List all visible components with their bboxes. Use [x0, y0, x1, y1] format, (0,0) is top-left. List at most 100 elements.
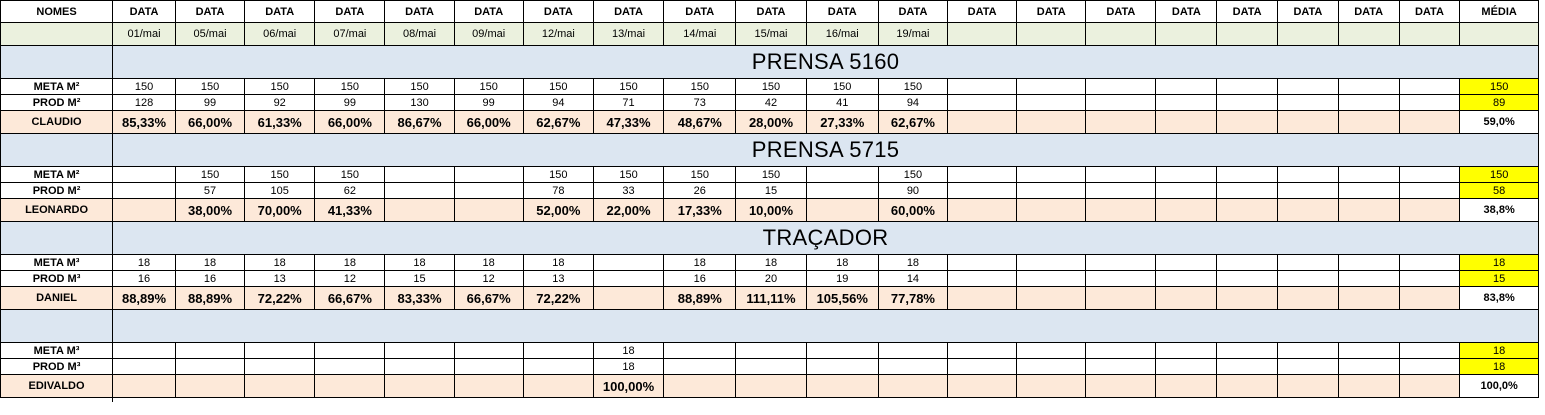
date-header-cell[interactable]: DATA [947, 0, 1018, 23]
date-header-cell[interactable]: DATA [244, 0, 316, 23]
date-header-cell[interactable]: DATA [112, 0, 176, 23]
prod-cell[interactable]: 33 [592, 182, 665, 199]
percent-cell[interactable]: 72,22% [522, 286, 594, 310]
date-cell[interactable]: 08/mai [384, 22, 455, 46]
meta-cell[interactable]: 150 [174, 166, 246, 183]
date-cell[interactable] [1085, 22, 1157, 46]
percent-cell[interactable]: 77,78% [877, 286, 949, 310]
percent-cell[interactable] [314, 374, 386, 398]
meta-cell[interactable] [663, 342, 737, 359]
prod-cell[interactable] [1016, 270, 1087, 287]
meta-cell[interactable] [1085, 166, 1157, 183]
meta-cell[interactable] [1085, 254, 1157, 271]
meta-cell[interactable] [1277, 342, 1339, 359]
meta-cell[interactable] [877, 342, 949, 359]
meta-cell[interactable]: 150 [592, 78, 665, 95]
meta-cell[interactable] [112, 166, 176, 183]
meta-cell[interactable] [1085, 342, 1157, 359]
date-cell[interactable]: 12/mai [522, 22, 594, 46]
percent-cell[interactable] [947, 198, 1018, 222]
prod-cell[interactable] [1277, 182, 1339, 199]
percent-cell[interactable] [1398, 374, 1461, 398]
date-header-cell[interactable]: DATA [522, 0, 594, 23]
empty-cell[interactable] [0, 221, 114, 255]
prod-cell[interactable] [1398, 270, 1461, 287]
names-header-cell[interactable]: NOMES [0, 0, 114, 23]
percent-cell[interactable]: 38,00% [174, 198, 246, 222]
date-header-cell[interactable]: DATA [314, 0, 386, 23]
percent-cell[interactable] [1216, 198, 1279, 222]
percent-cell[interactable] [1398, 110, 1461, 134]
meta-cell[interactable] [592, 254, 665, 271]
prod-cell[interactable] [1216, 270, 1279, 287]
meta-cell[interactable] [1016, 254, 1087, 271]
percent-cell[interactable]: 47,33% [592, 110, 665, 134]
percent-cell[interactable]: 85,33% [112, 110, 176, 134]
prod-cell[interactable]: 41 [805, 94, 879, 111]
meta-cell[interactable] [1216, 342, 1279, 359]
percent-cell[interactable]: 88,89% [663, 286, 737, 310]
percent-cell[interactable] [592, 286, 665, 310]
percent-cell[interactable]: 66,67% [453, 286, 524, 310]
prod-label[interactable]: PROD M² [0, 94, 114, 111]
percent-cell[interactable] [1337, 374, 1400, 398]
meta-cell[interactable]: 150 [174, 78, 246, 95]
date-header-cell[interactable]: DATA [1216, 0, 1279, 23]
prod-cell[interactable] [112, 358, 176, 375]
prod-cell[interactable]: 18 [592, 358, 665, 375]
percent-cell[interactable] [112, 198, 176, 222]
meta-cell[interactable] [805, 342, 879, 359]
prod-cell[interactable] [1016, 358, 1087, 375]
percent-cell[interactable] [453, 198, 524, 222]
meta-cell[interactable]: 150 [877, 166, 949, 183]
percent-cell[interactable]: 66,00% [314, 110, 386, 134]
prod-cell[interactable] [592, 270, 665, 287]
meta-cell[interactable] [1277, 254, 1339, 271]
date-cell[interactable] [1337, 22, 1400, 46]
prod-cell[interactable] [384, 182, 455, 199]
prod-cell[interactable]: 78 [522, 182, 594, 199]
meta-cell[interactable] [947, 166, 1018, 183]
percent-cell[interactable] [1277, 374, 1339, 398]
prod-cell[interactable] [1337, 182, 1400, 199]
meta-cell[interactable]: 18 [314, 254, 386, 271]
meta-cell[interactable] [1337, 342, 1400, 359]
meta-cell[interactable]: 150 [112, 78, 176, 95]
meta-cell[interactable] [1016, 342, 1087, 359]
percent-cell[interactable] [1337, 198, 1400, 222]
meta-cell[interactable] [1155, 342, 1218, 359]
meta-cell[interactable]: 18 [112, 254, 176, 271]
percent-cell[interactable]: 22,00% [592, 198, 665, 222]
percent-cell[interactable]: 100,00% [592, 374, 665, 398]
meta-cell[interactable] [174, 342, 246, 359]
prod-cell[interactable]: 13 [244, 270, 316, 287]
percent-cell[interactable] [1277, 286, 1339, 310]
average-header-cell[interactable]: MÉDIA [1459, 0, 1539, 23]
average-prod-cell[interactable]: 15 [1459, 270, 1539, 287]
prod-cell[interactable]: 99 [174, 94, 246, 111]
empty-cell[interactable] [1459, 22, 1539, 46]
percent-cell[interactable] [1016, 198, 1087, 222]
operator-name[interactable]: EDIVALDO [0, 374, 114, 398]
date-header-cell[interactable]: DATA [1155, 0, 1218, 23]
percent-cell[interactable] [1155, 374, 1218, 398]
date-cell[interactable]: 05/mai [174, 22, 246, 46]
meta-cell[interactable]: 150 [522, 166, 594, 183]
meta-cell[interactable] [522, 342, 594, 359]
percent-cell[interactable] [1398, 286, 1461, 310]
meta-cell[interactable]: 150 [735, 166, 807, 183]
percent-cell[interactable] [384, 374, 455, 398]
percent-cell[interactable]: 61,33% [244, 110, 316, 134]
prod-cell[interactable] [805, 182, 879, 199]
date-header-cell[interactable]: DATA [1277, 0, 1339, 23]
percent-cell[interactable] [1277, 198, 1339, 222]
meta-label[interactable]: META M³ [0, 254, 114, 271]
percent-cell[interactable] [174, 374, 246, 398]
prod-cell[interactable] [1155, 94, 1218, 111]
average-prod-cell[interactable]: 18 [1459, 358, 1539, 375]
prod-label[interactable]: PROD M³ [0, 270, 114, 287]
percent-cell[interactable]: 28,00% [735, 110, 807, 134]
percent-cell[interactable]: 70,00% [244, 198, 316, 222]
prod-cell[interactable] [1085, 94, 1157, 111]
date-header-cell[interactable]: DATA [1085, 0, 1157, 23]
